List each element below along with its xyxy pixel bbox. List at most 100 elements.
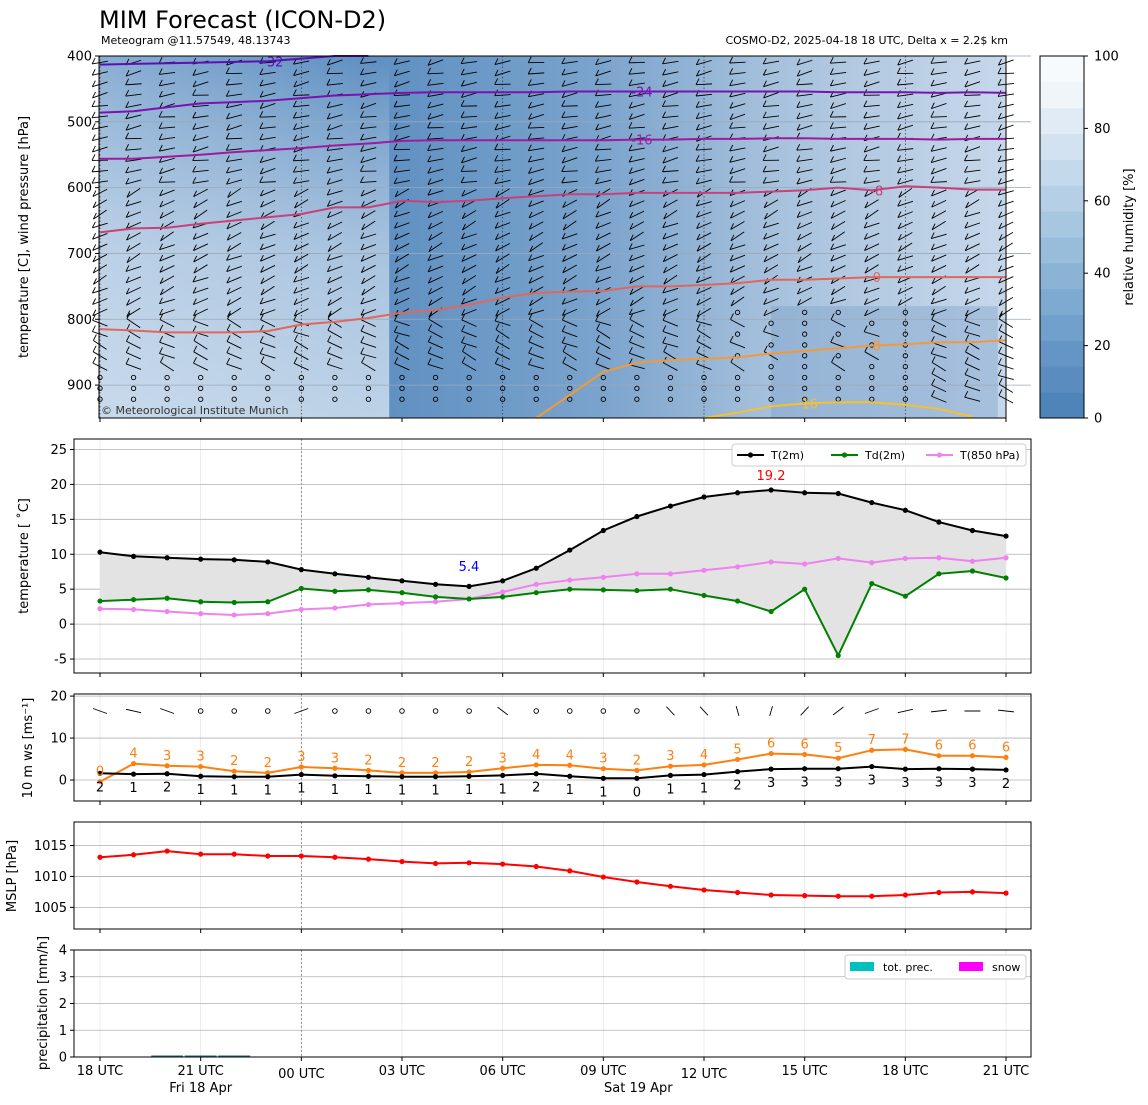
wind-barb-flag xyxy=(293,134,298,142)
wind-barb-flag xyxy=(260,277,265,284)
mslp-line-point xyxy=(567,868,573,874)
wind-barb xyxy=(662,233,679,240)
wind-barb-flag xyxy=(964,177,968,184)
wind-barb xyxy=(461,170,478,172)
isotherm-label: 8 xyxy=(873,340,881,355)
wind-barb-flag xyxy=(629,223,634,230)
mslp-line-point xyxy=(164,848,170,854)
wind-barb-flag xyxy=(326,124,331,131)
gust-line-point xyxy=(802,751,808,758)
wind-barb xyxy=(327,168,343,174)
wind-barb xyxy=(192,71,209,76)
wind-barb xyxy=(192,180,209,184)
wind-barb-flag xyxy=(662,286,667,294)
wind-barb-flag xyxy=(730,313,734,320)
wind-barb-flag xyxy=(527,121,532,129)
t2m-line-point xyxy=(399,578,405,584)
wind-barb xyxy=(696,211,712,218)
wind-barb xyxy=(293,60,310,65)
wind-barb xyxy=(394,232,410,241)
wind-barb xyxy=(561,71,578,76)
wind-barb-flag xyxy=(259,176,264,183)
wind-barb xyxy=(629,103,645,109)
wind-barb-flag xyxy=(897,287,902,295)
gust-value-label: 2 xyxy=(398,756,406,771)
wind-barb-flag xyxy=(259,156,264,163)
wind-barb-flag xyxy=(462,223,466,231)
wind-barb-flag xyxy=(964,69,969,76)
wind-barb-flag xyxy=(930,308,935,316)
wind-barb-flag xyxy=(158,110,163,118)
wind-barb xyxy=(930,126,947,130)
wind-barb-flag xyxy=(864,201,869,209)
wind-barb xyxy=(764,264,779,274)
wind-barb-flag xyxy=(695,155,700,162)
wind-barb-flag xyxy=(327,245,332,252)
wind-barb xyxy=(91,170,109,173)
wind-barb-flag xyxy=(494,112,499,119)
wind-barb xyxy=(931,353,947,359)
wind-barb xyxy=(729,126,746,129)
wind-barb-flag xyxy=(931,288,936,296)
wind-barb xyxy=(260,168,276,175)
t850-line-point xyxy=(432,599,439,605)
td2m-line-point xyxy=(969,568,976,574)
wind-barb-flag xyxy=(662,111,666,118)
wind-barb-flag xyxy=(998,378,1003,385)
wind-barb-flag xyxy=(998,346,1002,354)
wind-barb xyxy=(763,71,780,76)
wind-barb-flag xyxy=(965,267,970,274)
t2m-line-point xyxy=(365,574,372,580)
wind-barb xyxy=(864,297,880,306)
wind-barb xyxy=(797,211,813,218)
wind-barb-flag xyxy=(628,121,633,129)
wind-barb xyxy=(327,318,342,328)
wind-barb xyxy=(629,210,645,219)
x-tick-label: 18 UTC xyxy=(77,1064,123,1079)
wind-barb-flag xyxy=(461,156,465,163)
wind-barb xyxy=(427,137,444,140)
wind-barb-flag xyxy=(159,297,163,304)
wind-barb-flag xyxy=(495,267,500,274)
wind-barb-flag xyxy=(695,265,700,272)
wind-barb-flag xyxy=(326,67,331,74)
wind-barb-flag xyxy=(159,288,164,296)
mslp-line-point xyxy=(768,892,774,898)
mslp-line-point xyxy=(365,856,372,862)
wind-barb xyxy=(729,72,746,75)
wind-barb-flag xyxy=(595,298,600,306)
wind-barb-flag xyxy=(830,102,835,109)
wind-barb-flag xyxy=(226,166,230,174)
y-tick-label: 400 xyxy=(67,50,92,65)
wind-barb xyxy=(394,362,410,371)
wind-barb-flag xyxy=(830,266,835,273)
wind-barb xyxy=(561,180,578,184)
td2m-line-point xyxy=(835,652,841,659)
wind-barb xyxy=(226,363,242,370)
wind-barb-flag xyxy=(293,111,297,119)
speed-line-point xyxy=(802,766,808,772)
wind-barb xyxy=(931,102,947,110)
calm-wind-marker xyxy=(701,396,707,402)
wind-barb xyxy=(125,200,142,207)
wind-barb-flag xyxy=(125,276,130,283)
wind-barb-flag xyxy=(226,124,231,131)
wind-barb xyxy=(629,275,645,284)
wind-barb-flag xyxy=(695,143,700,151)
wind-barb xyxy=(596,297,611,306)
wind-barb-flag xyxy=(260,288,265,296)
wind-barb-flag xyxy=(628,178,633,185)
t2m-line-point xyxy=(432,581,439,587)
legend-entry: Td(2m) xyxy=(864,449,905,462)
wind-barb-flag xyxy=(293,177,297,184)
wind-barb-flag xyxy=(829,122,834,129)
wind-barb-flag xyxy=(226,323,231,331)
wind-barb-flag xyxy=(259,133,264,141)
speed-value-label: 3 xyxy=(801,776,809,791)
wind-barb-flag xyxy=(796,58,801,66)
wind-barb-flag xyxy=(126,312,131,319)
mslp-line-point xyxy=(634,879,640,885)
wind-barb xyxy=(763,60,780,65)
wind-barb xyxy=(92,125,108,130)
wind-barb-flag xyxy=(460,111,465,118)
